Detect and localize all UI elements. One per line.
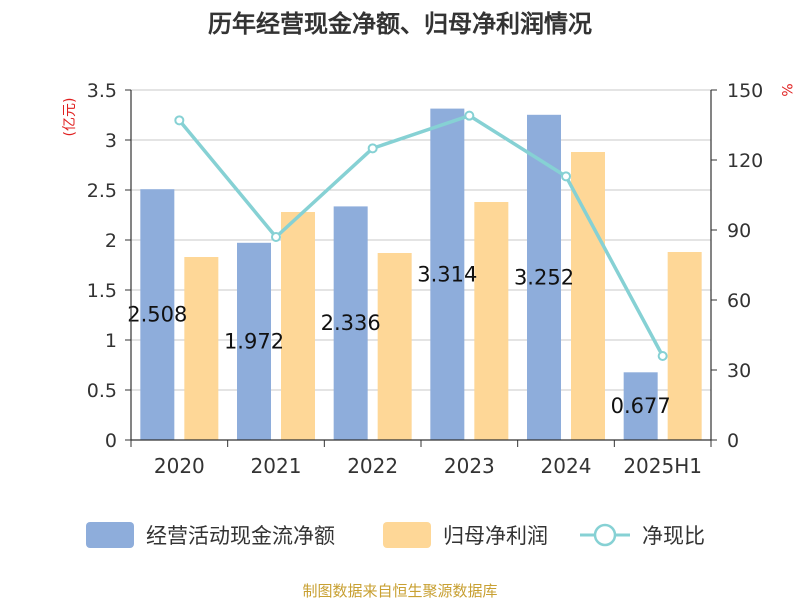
bar-cash-flow	[237, 242, 271, 440]
ratio-point	[657, 351, 668, 361]
bar-net-profit	[281, 212, 315, 440]
x-tick-label: 2024	[541, 454, 592, 478]
ratio-point	[271, 232, 281, 242]
bar-value-label: 3.252	[514, 265, 574, 289]
y-left-tick-label: 2.5	[87, 180, 117, 202]
y-right-tick-label: 60	[727, 290, 751, 312]
legend-swatch-cash-flow	[86, 522, 134, 548]
legend: 经营活动现金流净额 归母净利润 净现比	[86, 522, 705, 548]
legend-label-ratio: 净现比	[642, 524, 705, 548]
x-tick-label: 2022	[347, 454, 398, 478]
y-right-tick-label: 150	[727, 80, 763, 102]
bar-net-profit	[474, 202, 509, 440]
y-right-tick-label: 0	[727, 430, 739, 452]
axes: 0 0.5 1 1.5 2 2.5 3 3.5 0 30 60 90 120 150 2020 2021 202…	[87, 80, 763, 478]
y-left-tick-label: 0	[105, 430, 117, 452]
source-note: 制图数据来自恒生聚源数据库	[302, 582, 497, 600]
bar-cash-flow	[430, 108, 465, 440]
bar-value-label: 3.314	[417, 262, 477, 286]
y-right-axis-label: %	[778, 83, 794, 96]
y-right-tick-label: 120	[727, 150, 763, 172]
bar-cash-flow	[623, 372, 658, 440]
x-tick-label: 2021	[251, 454, 302, 478]
x-tick-label: 2020	[154, 454, 205, 478]
bar-value-label: 1.972	[224, 329, 284, 353]
ratio-point	[561, 171, 571, 182]
grid-lines	[131, 89, 711, 391]
bar-cash-flow	[333, 206, 368, 440]
bar-net-profit	[571, 152, 605, 440]
y-right-tick-label: 90	[727, 220, 751, 242]
legend-label-net-profit: 归母净利润	[443, 524, 548, 548]
y-left-tick-label: 2	[105, 230, 117, 252]
y-left-axis-label: (亿元)	[62, 98, 78, 137]
ratio-point	[174, 115, 185, 126]
ratio-polyline	[177, 113, 665, 357]
y-left-tick-label: 1	[105, 330, 117, 352]
data-labels: 2.508 1.972 2.336 3.314 3.252 0.677	[127, 262, 670, 418]
bar-net-profit	[667, 252, 702, 440]
y-left-tick-label: 1.5	[87, 280, 117, 302]
y-right-tick-label: 30	[727, 360, 751, 382]
bar-value-label: 0.677	[611, 394, 671, 418]
x-tick-label: 2023	[444, 454, 495, 478]
x-tick-label: 2025H1	[623, 454, 702, 478]
ratio-line	[174, 110, 668, 361]
legend-swatch-net-profit	[383, 522, 431, 548]
ratio-point	[464, 110, 475, 121]
legend-swatch-ratio-marker	[593, 523, 617, 547]
y-left-tick-label: 3	[105, 130, 117, 152]
bar-value-label: 2.336	[321, 311, 381, 335]
y-left-tick-label: 3.5	[87, 80, 117, 102]
bars	[140, 108, 702, 441]
y-left-tick-label: 0.5	[87, 380, 117, 402]
bar-net-profit	[377, 253, 412, 440]
legend-label-cash-flow: 经营活动现金流净额	[146, 524, 335, 548]
bar-cash-flow	[140, 189, 175, 440]
ratio-point	[367, 143, 378, 154]
bar-net-profit	[184, 257, 219, 440]
bar-value-label: 2.508	[127, 303, 187, 327]
chart-title: 历年经营现金净额、归母净利润情况	[208, 10, 592, 38]
